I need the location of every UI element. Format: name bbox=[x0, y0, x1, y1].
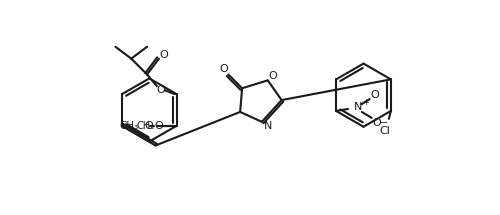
Text: −: − bbox=[380, 118, 388, 128]
Text: O: O bbox=[268, 71, 277, 81]
Text: O: O bbox=[372, 118, 381, 128]
Text: O: O bbox=[219, 64, 228, 74]
Text: N: N bbox=[264, 121, 272, 131]
Text: N: N bbox=[354, 102, 362, 112]
Text: O: O bbox=[144, 121, 154, 131]
Text: +: + bbox=[362, 98, 369, 107]
Text: O: O bbox=[160, 50, 168, 60]
Text: Cl: Cl bbox=[380, 126, 390, 136]
Text: CH₃: CH₃ bbox=[136, 121, 154, 131]
Text: O: O bbox=[156, 85, 166, 95]
Text: CH₃: CH₃ bbox=[119, 121, 138, 131]
Text: O: O bbox=[370, 90, 379, 100]
Text: O: O bbox=[154, 121, 164, 131]
